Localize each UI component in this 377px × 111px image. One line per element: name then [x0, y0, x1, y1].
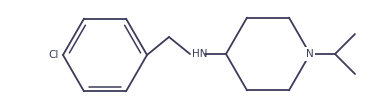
Text: Cl: Cl: [49, 50, 59, 60]
Text: HN: HN: [192, 49, 207, 59]
Text: N: N: [306, 49, 314, 59]
